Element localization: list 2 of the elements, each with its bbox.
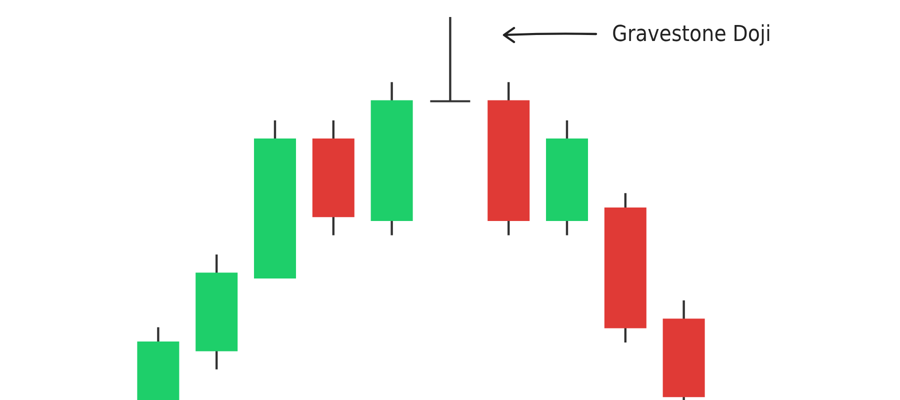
candlestick — [429, 16, 472, 102]
annotation: Gravestone Doji — [612, 22, 772, 47]
